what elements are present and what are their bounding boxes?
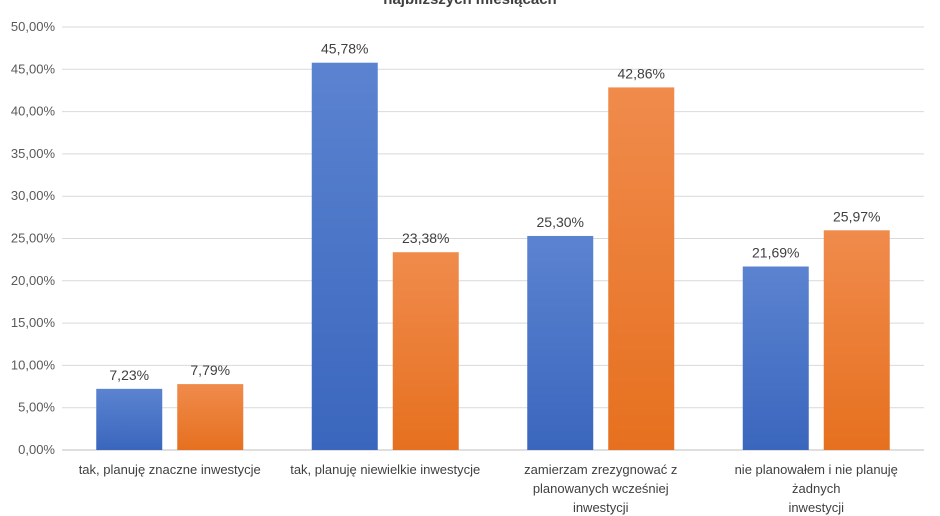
chart-title: najbliższych miesiącach (0, 0, 940, 8)
bar (311, 62, 378, 450)
data-label: 45,78% (321, 41, 368, 57)
y-tick-label: 25,00% (11, 231, 56, 246)
bar (177, 384, 244, 450)
data-label: 23,38% (402, 230, 449, 246)
y-tick-label: 10,00% (11, 357, 56, 372)
y-tick-label: 0,00% (18, 442, 55, 457)
data-label: 25,30% (537, 214, 584, 230)
data-label: 7,79% (190, 362, 230, 378)
y-tick-label: 45,00% (11, 61, 56, 76)
y-tick-label: 50,00% (11, 19, 56, 34)
y-tick-label: 20,00% (11, 273, 56, 288)
y-tick-label: 30,00% (11, 188, 56, 203)
bar (608, 87, 675, 450)
data-label: 42,86% (618, 65, 665, 81)
y-tick-label: 5,00% (18, 400, 55, 415)
bar (392, 252, 459, 450)
category-label: tak, planuję niewielkie inwestycje (290, 462, 480, 477)
data-label: 7,23% (109, 367, 149, 383)
category-label: nie planowałem i nie planuję żadnych inwes… (735, 462, 898, 515)
bar (742, 266, 809, 450)
y-tick-label: 35,00% (11, 146, 56, 161)
y-tick-label: 15,00% (11, 315, 56, 330)
y-tick-label: 40,00% (11, 104, 56, 119)
category-label: tak, planuję znaczne inwestycje (79, 462, 261, 477)
bar (527, 235, 594, 450)
bar (96, 388, 163, 450)
data-label: 25,97% (833, 208, 880, 224)
category-label: zamierzam zrezygnować z planowanych wcześ… (524, 462, 677, 515)
bar (823, 230, 890, 450)
data-label: 21,69% (752, 245, 799, 261)
